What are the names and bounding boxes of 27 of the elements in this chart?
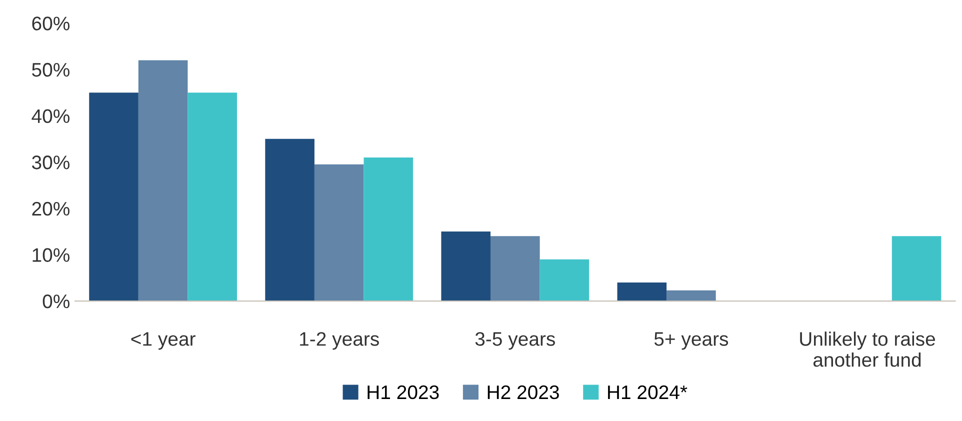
bar	[892, 236, 942, 302]
y-tick-label: 50%	[32, 62, 70, 77]
bar	[441, 232, 491, 302]
bar	[540, 259, 590, 302]
bar	[265, 138, 314, 302]
x-tick-label: 1-2 years	[300, 332, 379, 350]
y-tick-label: 30%	[32, 156, 70, 170]
bar	[138, 60, 188, 302]
bar	[364, 157, 414, 302]
legend-label: H2 2023	[488, 385, 559, 400]
x-tick-label: 5+ years	[654, 332, 728, 350]
y-tick-label: 20%	[32, 202, 70, 216]
legend-label: H1 2024*	[608, 385, 688, 400]
y-tick-label: 0%	[42, 294, 70, 308]
bar	[314, 164, 364, 302]
bar	[617, 282, 667, 302]
bar	[188, 92, 237, 302]
y-tick-label: 10%	[32, 248, 70, 262]
x-tick-label: <1 year	[131, 332, 196, 350]
x-tick-label: 3-5 years	[475, 332, 555, 350]
legend-label: H1 2023	[368, 385, 439, 400]
y-tick-label: 60%	[32, 16, 70, 30]
bar	[89, 92, 138, 302]
bar	[666, 290, 716, 302]
bar	[490, 236, 540, 302]
x-tick-label: Unlikely to raise another fund	[800, 332, 935, 367]
y-tick-label: 40%	[32, 109, 70, 124]
